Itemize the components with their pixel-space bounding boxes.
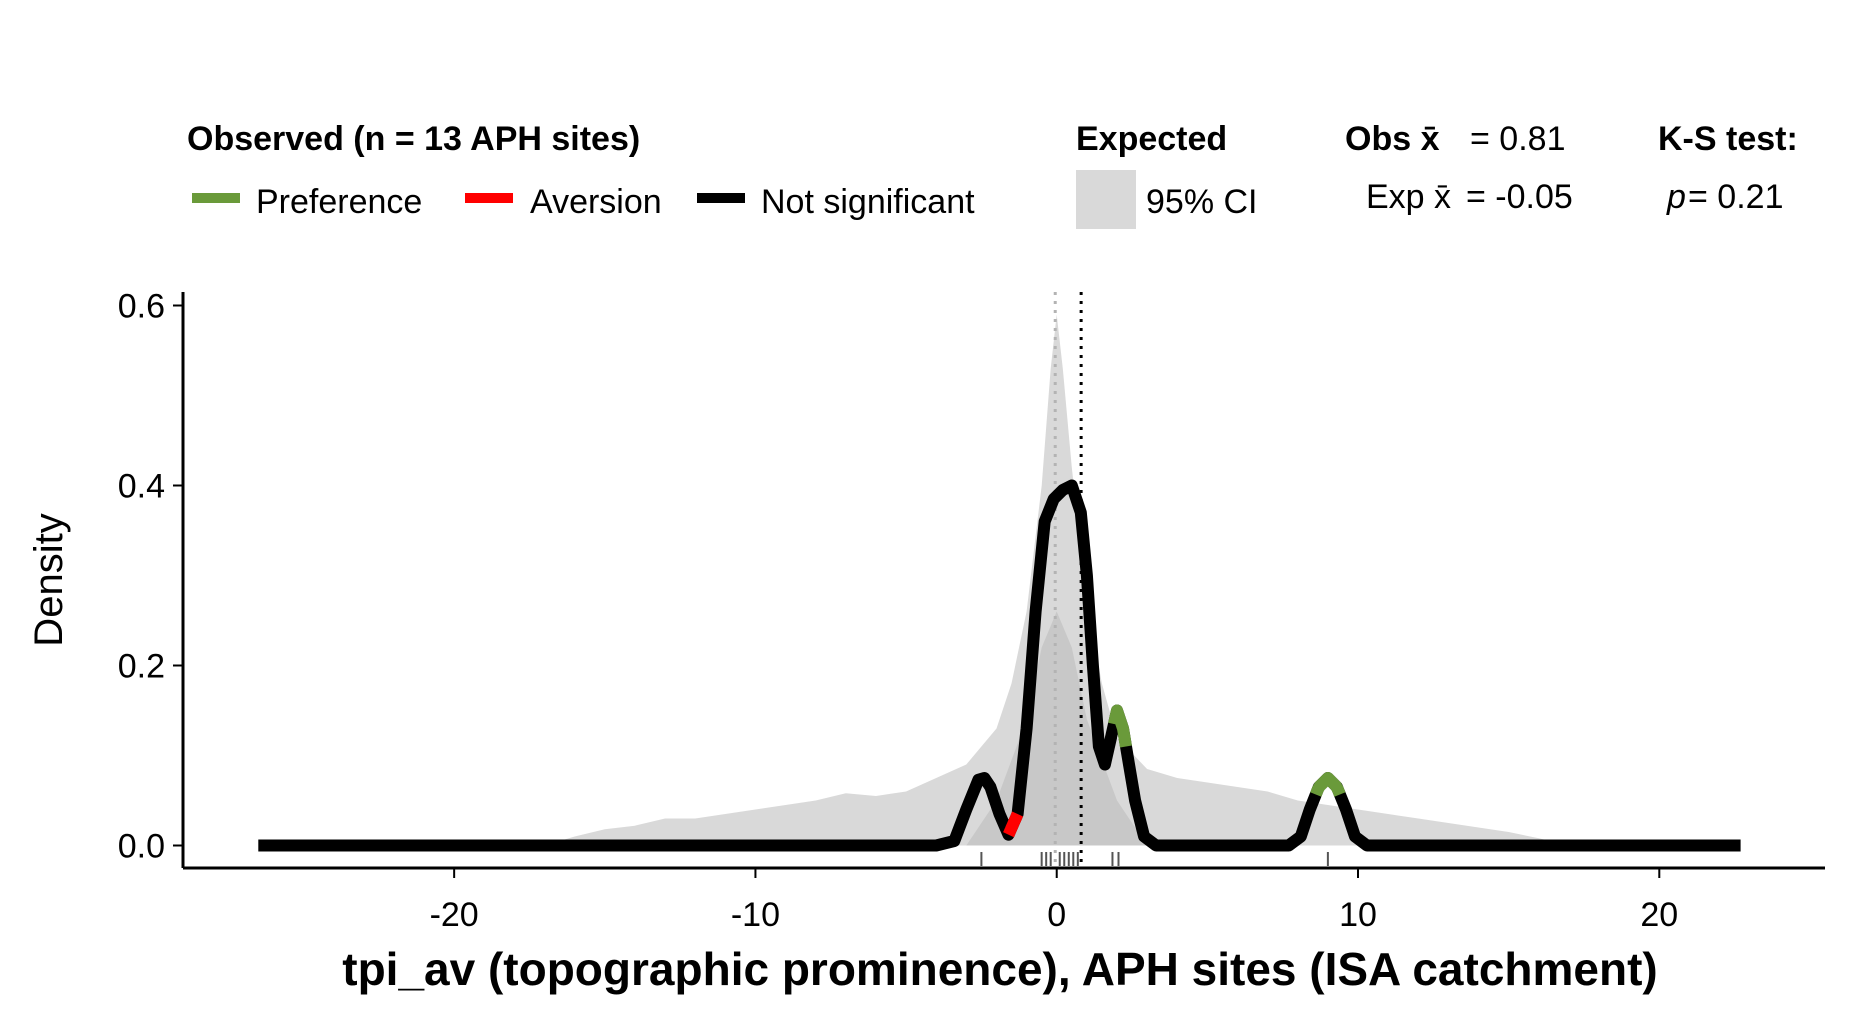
legend-means: Obs x̄ = 0.81 Exp x̄ = -0.05	[1345, 120, 1573, 216]
legend-ci-swatch	[1076, 170, 1136, 229]
x-tick-label: -10	[731, 896, 780, 934]
legend-aversion-swatch	[465, 193, 513, 203]
legend-ks-test: K-S test: p = 0.21	[1658, 120, 1798, 216]
exp-mean-value: = -0.05	[1466, 178, 1573, 216]
ks-p-value: = 0.21	[1688, 178, 1783, 216]
x-tick-label: 10	[1339, 896, 1377, 934]
x-tick-label: -20	[430, 896, 479, 934]
legend-observed-title: Observed (n = 13 APH sites)	[187, 120, 640, 158]
legend-expected-title: Expected	[1076, 120, 1227, 158]
ks-p-symbol: p	[1666, 178, 1686, 216]
legend-ci-label: 95% CI	[1146, 183, 1258, 221]
x-tick-label: 20	[1640, 896, 1678, 934]
y-axis-title: Density	[27, 513, 71, 646]
preference-segment	[1310, 772, 1346, 797]
mean-lines-layer	[1053, 292, 1083, 868]
aversion-segment	[1003, 809, 1024, 839]
y-tick-label: 0.2	[118, 648, 165, 686]
legend-preference-swatch	[192, 193, 240, 203]
legend-preference-label: Preference	[256, 183, 422, 221]
legend-expected: Expected 95% CI	[1076, 120, 1258, 229]
obs-mean-label: Obs x̄	[1345, 120, 1440, 158]
axes-layer: -20 -10 0 10 20 0.0 0.2 0.4 0.6	[118, 288, 1825, 934]
obs-mean-value: = 0.81	[1470, 120, 1565, 158]
legend-aversion-label: Aversion	[530, 183, 662, 221]
legend-observed: Observed (n = 13 APH sites) Preference A…	[187, 120, 975, 221]
preference-segment	[1108, 704, 1132, 748]
x-tick-label: 0	[1047, 896, 1066, 934]
observed-density-layer	[258, 479, 1741, 852]
rug-layer	[980, 852, 1329, 866]
ks-test-title: K-S test:	[1658, 120, 1798, 158]
y-tick-label: 0.0	[118, 828, 165, 866]
y-tick-label: 0.6	[118, 288, 165, 326]
expected-inner-band	[966, 611, 1148, 846]
legend-not-significant-swatch	[697, 193, 745, 203]
legend-not-significant-label: Not significant	[761, 183, 975, 221]
y-tick-label: 0.4	[118, 468, 165, 506]
x-axis-title: tpi_av (topographic prominence), APH sit…	[342, 943, 1657, 995]
exp-mean-label: Exp x̄	[1366, 178, 1451, 216]
